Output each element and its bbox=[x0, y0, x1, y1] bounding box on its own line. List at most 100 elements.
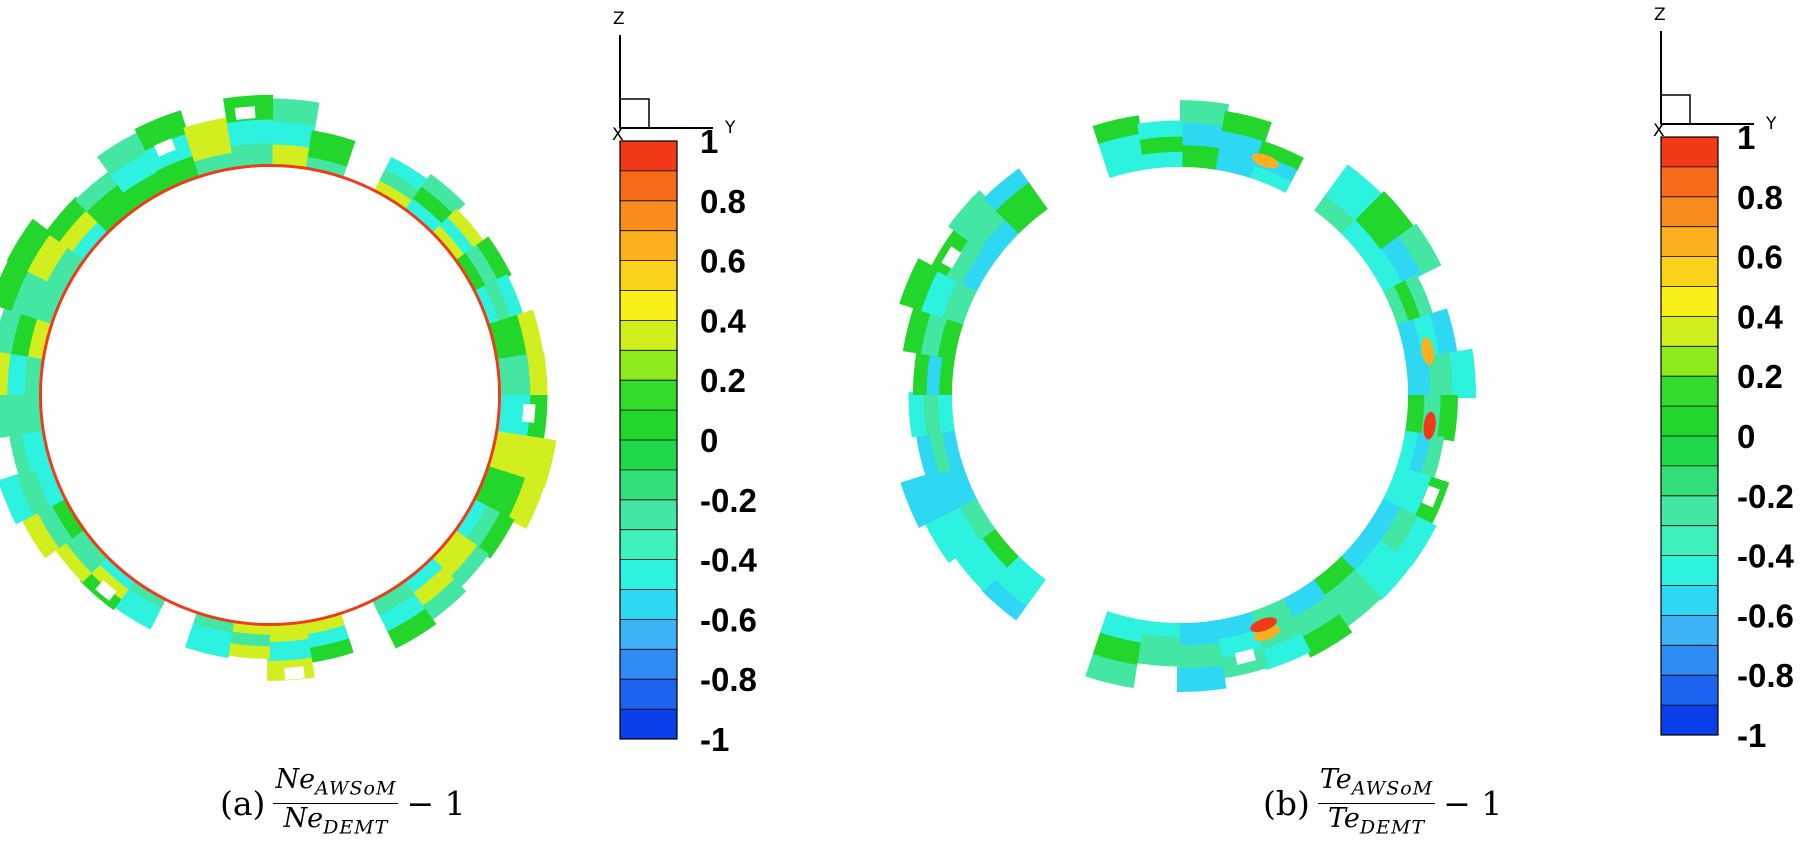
contour-cell bbox=[10, 311, 38, 357]
contour-cell bbox=[439, 537, 478, 579]
colorbar-level bbox=[1661, 346, 1718, 377]
contour-cell bbox=[404, 197, 445, 236]
contour-cell bbox=[1429, 308, 1458, 357]
contour-cell bbox=[4, 392, 27, 437]
colorbar-level bbox=[620, 529, 677, 560]
contour-cell bbox=[1405, 355, 1432, 398]
colorbar-level bbox=[1661, 705, 1718, 736]
inner-disc bbox=[42, 167, 498, 623]
caption-tag: (a) bbox=[220, 784, 266, 824]
contour-cell bbox=[1180, 100, 1230, 127]
contour-cell bbox=[73, 527, 109, 566]
contour-cell bbox=[0, 392, 9, 438]
colorbar-level bbox=[1661, 436, 1718, 467]
contour-cell bbox=[21, 510, 60, 559]
contour-cell bbox=[1394, 279, 1422, 324]
contour-cell bbox=[1177, 620, 1220, 647]
contour-cell bbox=[511, 354, 532, 398]
colorbar-level bbox=[620, 499, 677, 531]
colorbar-tick-label: -1 bbox=[700, 721, 729, 758]
contour-cell bbox=[227, 631, 270, 648]
contour-cell bbox=[402, 556, 444, 595]
inner-edge-contour bbox=[39, 164, 501, 626]
colorbar-tick-label: 0.2 bbox=[700, 362, 746, 399]
fraction-numerator: NeAWSoM bbox=[275, 764, 397, 800]
contour-cell bbox=[1404, 395, 1426, 436]
colorbar-level bbox=[1661, 555, 1718, 586]
contour-cell bbox=[940, 504, 981, 552]
contour-cell bbox=[1221, 110, 1272, 142]
contour-cell bbox=[980, 577, 1027, 621]
contour-cell bbox=[230, 142, 273, 170]
contour-cell bbox=[429, 529, 467, 569]
contour-cell bbox=[966, 536, 1008, 580]
contour-cell bbox=[1141, 150, 1183, 170]
panel-b: Z Y X 1 0.8 0.6 0.4 0.2 0 -0.2 -0.4 -0.6 -0.8 -1 bbox=[899, 5, 1795, 754]
contour-cell bbox=[379, 594, 426, 633]
colorbar-level bbox=[1661, 166, 1718, 198]
colorbar-tick-label: -0.2 bbox=[700, 482, 757, 519]
contour-cell bbox=[963, 203, 1008, 250]
contour-cell bbox=[303, 611, 346, 636]
colorbar-frame bbox=[619, 140, 678, 740]
contour-cell bbox=[477, 512, 515, 559]
contour-cell bbox=[421, 173, 466, 215]
contour-cell bbox=[1325, 179, 1371, 223]
contour-cell bbox=[924, 513, 965, 563]
contour-cell bbox=[912, 350, 931, 395]
contour-cell bbox=[307, 143, 352, 167]
contour-cell bbox=[948, 190, 994, 239]
contour-cell bbox=[0, 305, 22, 355]
contour-cell bbox=[1250, 164, 1293, 193]
contour-cell bbox=[465, 505, 501, 550]
contour-cell bbox=[126, 578, 167, 610]
contour-cell bbox=[0, 258, 30, 312]
contour-hotspot bbox=[1251, 153, 1279, 169]
contour-cell bbox=[1339, 529, 1382, 573]
contour-cell bbox=[1259, 633, 1311, 671]
colorbar-level bbox=[620, 679, 677, 710]
contour-cell bbox=[945, 238, 984, 284]
contour-cell bbox=[439, 216, 476, 257]
colorbar-level bbox=[1661, 137, 1718, 168]
contour-cell bbox=[915, 432, 940, 478]
colorbar-level bbox=[620, 619, 677, 650]
contour-cell bbox=[1381, 235, 1423, 285]
contour-cell bbox=[109, 150, 159, 193]
caption-tag: (b) bbox=[1263, 784, 1310, 824]
contour-cell bbox=[309, 130, 356, 155]
contour-cell bbox=[449, 545, 490, 589]
contour-cell bbox=[908, 392, 927, 438]
contour-cell bbox=[1408, 432, 1432, 477]
contour-cell bbox=[189, 622, 233, 646]
fraction: TeAWSoM TeDEMT bbox=[1317, 765, 1436, 843]
colorbar-level bbox=[620, 141, 677, 172]
colorbar-level bbox=[620, 230, 677, 261]
z-axis-letter: Z bbox=[1654, 5, 1666, 25]
contour-cell bbox=[1363, 498, 1402, 544]
colorbar-level bbox=[620, 559, 677, 590]
data-gap bbox=[284, 666, 305, 680]
colorbar-level bbox=[1661, 675, 1718, 706]
contour-cell bbox=[1366, 551, 1413, 601]
contour-hotspot bbox=[1421, 337, 1435, 366]
colorbar-tick-label: 0 bbox=[1737, 418, 1755, 455]
colorbar-level bbox=[620, 290, 677, 321]
contour-cell bbox=[1258, 140, 1304, 171]
contour-cell bbox=[1449, 348, 1476, 399]
contour-cell bbox=[26, 232, 70, 282]
contour-cell bbox=[501, 314, 528, 360]
contour-cell bbox=[447, 208, 486, 250]
colorbar-level bbox=[620, 469, 677, 501]
caption-b: (b) TeAWSoM TeDEMT − 1 bbox=[1263, 765, 1502, 843]
contour-cell bbox=[454, 252, 488, 294]
contour-cell bbox=[270, 121, 316, 149]
y-axis-letter: Y bbox=[1765, 114, 1777, 134]
data-gap bbox=[522, 403, 536, 423]
colorbar-level bbox=[620, 350, 677, 381]
fraction-bar bbox=[273, 803, 399, 805]
contour-cell bbox=[900, 475, 939, 529]
contour-cell bbox=[1334, 583, 1383, 629]
colorbar-level bbox=[1661, 495, 1718, 527]
contour-cell bbox=[1396, 430, 1419, 473]
